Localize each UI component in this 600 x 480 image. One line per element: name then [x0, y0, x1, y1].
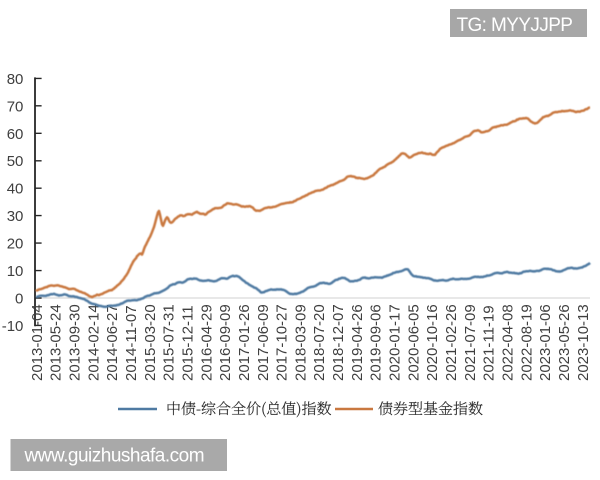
svg-text:2022-08-19: 2022-08-19: [518, 304, 535, 381]
svg-text:2014-06-27: 2014-06-27: [104, 304, 121, 381]
svg-text:2014-02-14: 2014-02-14: [85, 304, 102, 381]
svg-text:2016-09-09: 2016-09-09: [217, 304, 234, 381]
svg-text:2023-01-06: 2023-01-06: [537, 304, 554, 381]
svg-text:2013-01-04: 2013-01-04: [29, 304, 46, 381]
svg-text:2013-09-30: 2013-09-30: [67, 304, 84, 381]
svg-text:2018-03-09: 2018-03-09: [292, 304, 309, 381]
svg-text:2020-10-16: 2020-10-16: [424, 304, 441, 381]
svg-text:2021-11-19: 2021-11-19: [481, 305, 498, 381]
svg-text:2019-09-06: 2019-09-06: [368, 304, 385, 381]
svg-text:30: 30: [7, 208, 24, 225]
svg-text:2022-04-08: 2022-04-08: [500, 304, 517, 381]
svg-text:2017-01-26: 2017-01-26: [236, 304, 253, 381]
svg-text:-10: -10: [2, 318, 24, 335]
svg-text:10: 10: [7, 263, 24, 280]
svg-text:2014-11-07: 2014-11-07: [123, 305, 140, 381]
svg-text:2015-12-11: 2015-12-11: [179, 305, 196, 381]
svg-text:20: 20: [7, 236, 24, 253]
svg-text:70: 70: [7, 98, 24, 115]
svg-text:2018-07-20: 2018-07-20: [311, 304, 328, 381]
svg-text:2015-07-31: 2015-07-31: [161, 304, 178, 381]
svg-text:2016-04-29: 2016-04-29: [198, 304, 215, 381]
svg-text:60: 60: [7, 126, 24, 143]
svg-text:2015-03-20: 2015-03-20: [142, 304, 159, 381]
svg-text:2017-06-09: 2017-06-09: [255, 304, 272, 381]
svg-text:www.guizhushafa.com: www.guizhushafa.com: [24, 446, 205, 467]
svg-text:2018-12-07: 2018-12-07: [330, 304, 347, 381]
svg-text:50: 50: [7, 153, 24, 170]
svg-text:0: 0: [15, 291, 23, 308]
svg-text:2021-02-26: 2021-02-26: [443, 304, 460, 381]
svg-text:2023-10-13: 2023-10-13: [575, 304, 592, 381]
svg-text:2019-04-26: 2019-04-26: [349, 304, 366, 381]
svg-text:2020-06-05: 2020-06-05: [405, 304, 422, 381]
svg-text:80: 80: [7, 71, 24, 88]
svg-text:2013-05-24: 2013-05-24: [48, 304, 65, 381]
svg-text:TG: MYYJJPP: TG: MYYJJPP: [457, 15, 573, 36]
svg-text:2020-01-17: 2020-01-17: [387, 304, 404, 381]
svg-text:40: 40: [7, 181, 24, 198]
svg-text:2021-07-09: 2021-07-09: [462, 304, 479, 381]
svg-text:2023-05-26: 2023-05-26: [556, 304, 573, 381]
svg-text:2017-10-27: 2017-10-27: [274, 304, 291, 381]
